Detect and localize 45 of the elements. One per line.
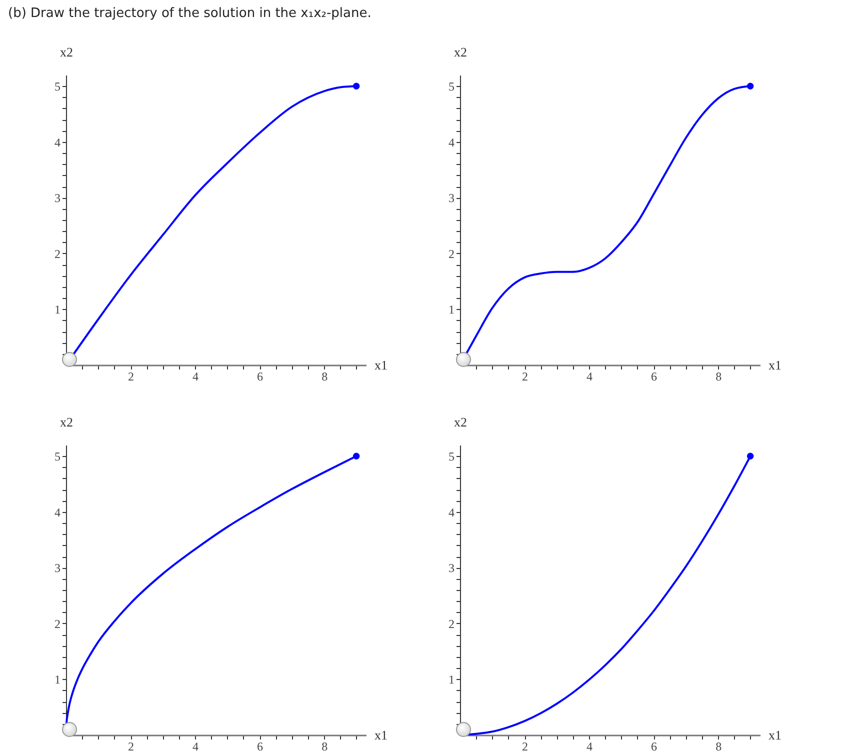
x-tick-label: 2: [128, 740, 134, 753]
chart-title: (b) Draw the trajectory of the solution in the x₁x₂-plane.: [8, 6, 372, 21]
y-axis-title: x2: [60, 44, 73, 60]
y-tick-label: 3: [448, 561, 454, 576]
y-tick-label: 1: [448, 302, 454, 317]
y-tick-label: 2: [54, 616, 60, 631]
y-tick-label: 5: [448, 80, 454, 94]
x-axis-title: x1: [768, 358, 782, 372]
y-tick-label: 2: [448, 616, 454, 631]
y-tick-label: 1: [448, 672, 454, 687]
y-tick-label: 2: [54, 246, 60, 261]
x-tick-label: 6: [257, 740, 264, 753]
y-tick-label: 5: [448, 450, 454, 464]
y-tick-label: 2: [448, 246, 454, 261]
x-tick-label: 4: [586, 370, 593, 384]
y-tick-label: 4: [448, 505, 454, 520]
x-tick-label: 8: [322, 370, 328, 384]
x-tick-label: 6: [651, 740, 658, 753]
y-tick-label: 1: [54, 302, 60, 317]
x-axis-title: x1: [374, 358, 388, 372]
x-tick-label: 8: [322, 740, 328, 753]
x-tick-label: 4: [192, 740, 199, 753]
x-axis-title: x1: [374, 728, 388, 742]
y-tick-label: 4: [54, 135, 60, 150]
x-tick-label: 6: [651, 370, 658, 384]
y-tick-label: 3: [448, 191, 454, 206]
y-tick-label: 4: [448, 135, 454, 150]
x-tick-label: 8: [716, 740, 722, 753]
x-tick-label: 2: [128, 370, 134, 384]
x-tick-label: 4: [586, 740, 593, 753]
x-tick-label: 2: [522, 740, 528, 753]
y-tick-label: 5: [54, 80, 60, 94]
x-tick-label: 2: [522, 370, 528, 384]
y-tick-label: 1: [54, 672, 60, 687]
y-axis-title: x2: [454, 414, 467, 430]
x-tick-label: 8: [716, 370, 722, 384]
y-axis-title: x2: [60, 414, 73, 430]
y-tick-label: 3: [54, 191, 60, 206]
y-tick-label: 3: [54, 561, 60, 576]
y-tick-label: 5: [54, 450, 60, 464]
x-tick-label: 4: [192, 370, 199, 384]
y-tick-label: 4: [54, 505, 60, 520]
x-tick-label: 6: [257, 370, 264, 384]
x-axis-title: x1: [768, 728, 782, 742]
y-axis-title: x2: [454, 44, 467, 60]
